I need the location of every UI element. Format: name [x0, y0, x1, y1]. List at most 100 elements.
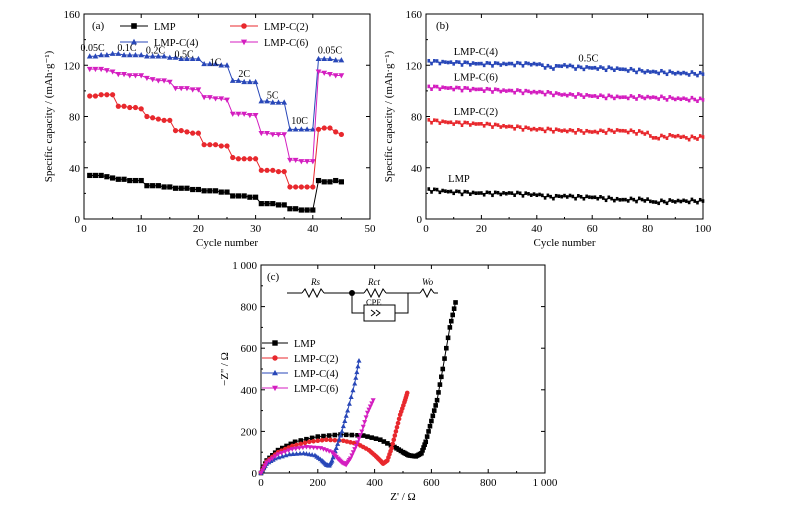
data-point [348, 440, 353, 445]
data-point [610, 66, 613, 71]
circuit-label-rs: Rs [310, 277, 320, 287]
data-point [426, 429, 431, 434]
data-point [310, 184, 316, 190]
data-point [618, 67, 622, 71]
data-point [297, 450, 303, 456]
data-point [218, 143, 224, 149]
data-point [549, 127, 552, 132]
data-point [485, 190, 489, 195]
data-point [593, 195, 597, 200]
data-point [172, 127, 179, 134]
data-point [449, 189, 453, 194]
data-point [315, 55, 322, 62]
data-point [679, 135, 683, 139]
data-point [466, 86, 469, 90]
data-point [521, 63, 525, 68]
circuit-label-wo: Wo [422, 277, 434, 287]
data-point [288, 441, 294, 447]
data-point [190, 186, 196, 193]
data-point [149, 53, 156, 59]
data-point [635, 199, 638, 204]
data-point [601, 94, 605, 99]
panel-label: (b) [436, 20, 449, 32]
data-point [640, 197, 644, 202]
data-point [463, 120, 467, 125]
y-tick-label: 120 [64, 60, 81, 72]
data-point [438, 121, 442, 125]
data-point [590, 66, 594, 70]
data-point [491, 125, 494, 129]
data-point [167, 184, 173, 190]
data-point [496, 123, 500, 127]
data-point [452, 87, 455, 92]
data-point [280, 445, 285, 451]
data-point [353, 444, 359, 449]
data-point [201, 142, 207, 148]
data-point [643, 96, 647, 101]
data-point [427, 118, 431, 122]
data-point [427, 84, 431, 89]
data-point [621, 128, 624, 133]
data-point [657, 201, 660, 206]
data-point [654, 95, 658, 100]
data-point [212, 60, 219, 67]
data-point [121, 52, 127, 58]
data-point [266, 458, 273, 464]
data-point [365, 434, 370, 439]
data-point [144, 183, 150, 189]
data-point [264, 201, 270, 207]
data-point [460, 63, 464, 67]
data-point [212, 96, 219, 102]
data-point [86, 53, 93, 59]
circuit-wire-parallel [351, 293, 409, 314]
data-point [446, 189, 450, 194]
data-point [341, 438, 346, 444]
data-point [161, 78, 167, 84]
data-point [637, 196, 641, 201]
data-point [599, 195, 602, 199]
data-point [315, 434, 321, 439]
data-point [327, 55, 333, 62]
data-point [571, 128, 575, 133]
y-tick-label: 40 [69, 163, 81, 175]
data-point [518, 191, 522, 196]
data-point [615, 196, 619, 201]
data-point [447, 325, 453, 330]
data-point [429, 418, 434, 424]
data-point [521, 91, 525, 96]
data-point [206, 95, 213, 101]
data-point [571, 93, 575, 97]
y-tick-label: 0 [417, 214, 423, 226]
legend-label: LMP-C(4) [154, 38, 199, 49]
data-point [529, 127, 533, 132]
data-point [687, 137, 691, 142]
data-point [477, 87, 480, 92]
data-point [480, 87, 483, 92]
data-point [166, 79, 173, 85]
data-point [632, 95, 636, 99]
data-point [340, 423, 346, 429]
data-point [674, 134, 677, 139]
rate-label: 0.2C [146, 46, 166, 57]
data-point [92, 172, 99, 179]
data-point [189, 55, 196, 62]
data-point [321, 179, 327, 185]
data-point [474, 122, 478, 126]
data-point [505, 89, 508, 93]
data-point [304, 436, 309, 442]
data-point [646, 69, 649, 73]
data-point [352, 380, 358, 386]
data-point [98, 172, 104, 179]
data-point [574, 196, 577, 201]
data-point [289, 443, 295, 449]
data-point [565, 93, 569, 98]
data-point [321, 433, 326, 439]
data-point [433, 84, 436, 89]
data-point [421, 445, 426, 450]
data-point [599, 93, 602, 98]
data-point [369, 435, 375, 440]
legend-marker [131, 23, 137, 29]
data-point [155, 53, 162, 59]
data-point [391, 437, 397, 443]
